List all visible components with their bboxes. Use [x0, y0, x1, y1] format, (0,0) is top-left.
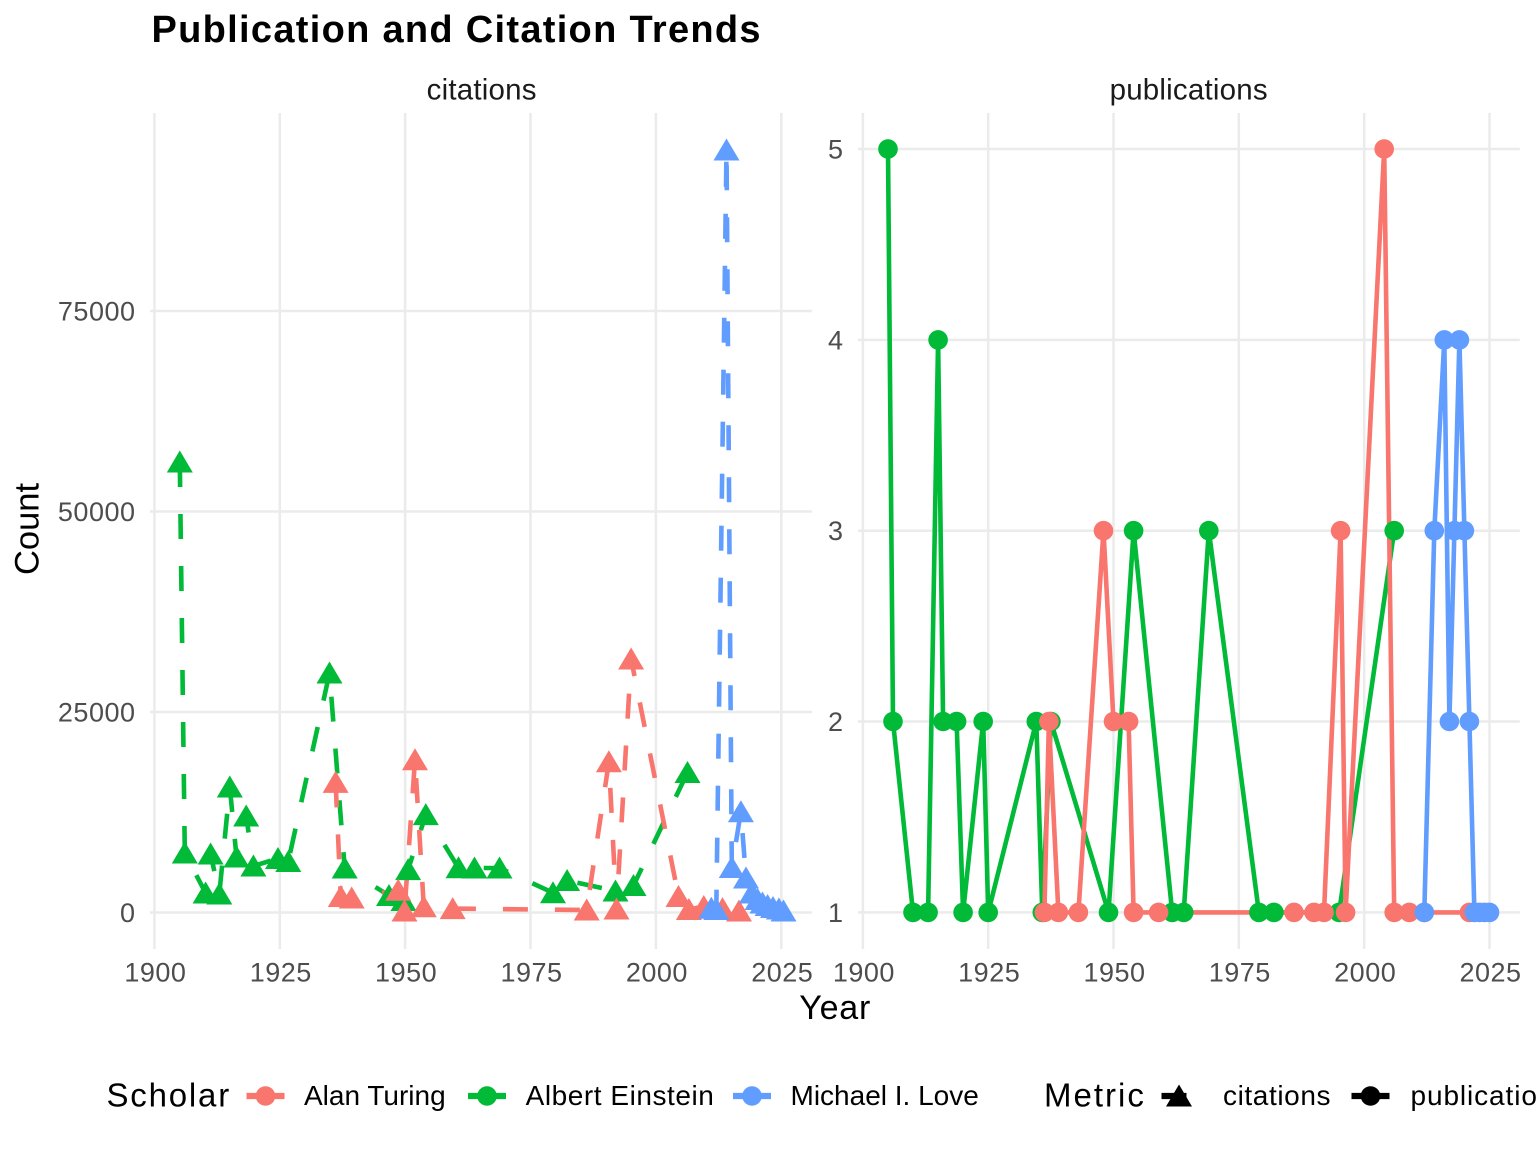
svg-text:Year: Year [799, 989, 871, 1027]
svg-text:Michael I. Love: Michael I. Love [791, 1080, 979, 1111]
svg-text:Scholar: Scholar [107, 1077, 232, 1114]
svg-text:25000: 25000 [58, 698, 136, 728]
svg-text:2: 2 [828, 707, 843, 737]
svg-text:1925: 1925 [250, 958, 312, 988]
svg-text:Albert Einstein: Albert Einstein [526, 1080, 715, 1111]
svg-text:2000: 2000 [626, 958, 688, 988]
svg-text:Metric: Metric [1044, 1077, 1146, 1114]
svg-text:publications: publications [1110, 74, 1268, 107]
svg-text:2025: 2025 [1459, 958, 1521, 988]
svg-text:Alan Turing: Alan Turing [304, 1080, 446, 1111]
svg-text:publications: publications [1411, 1080, 1536, 1111]
svg-text:citations: citations [427, 74, 537, 107]
svg-text:1900: 1900 [124, 958, 186, 988]
svg-text:0: 0 [120, 898, 136, 928]
svg-text:1975: 1975 [500, 958, 562, 988]
svg-text:1950: 1950 [375, 958, 437, 988]
svg-text:Count: Count [9, 483, 47, 575]
svg-text:3: 3 [828, 516, 843, 546]
svg-text:1925: 1925 [958, 958, 1020, 988]
svg-text:1900: 1900 [833, 958, 895, 988]
svg-text:citations: citations [1223, 1080, 1331, 1111]
svg-text:4: 4 [828, 325, 843, 355]
svg-text:Publication and Citation Trend: Publication and Citation Trends [152, 9, 762, 51]
svg-text:2025: 2025 [751, 958, 813, 988]
svg-text:1975: 1975 [1209, 958, 1271, 988]
svg-text:2000: 2000 [1334, 958, 1396, 988]
svg-text:5: 5 [828, 135, 843, 165]
svg-text:1: 1 [828, 898, 843, 928]
svg-text:75000: 75000 [58, 297, 136, 327]
svg-text:50000: 50000 [58, 497, 136, 527]
svg-text:1950: 1950 [1083, 958, 1145, 988]
